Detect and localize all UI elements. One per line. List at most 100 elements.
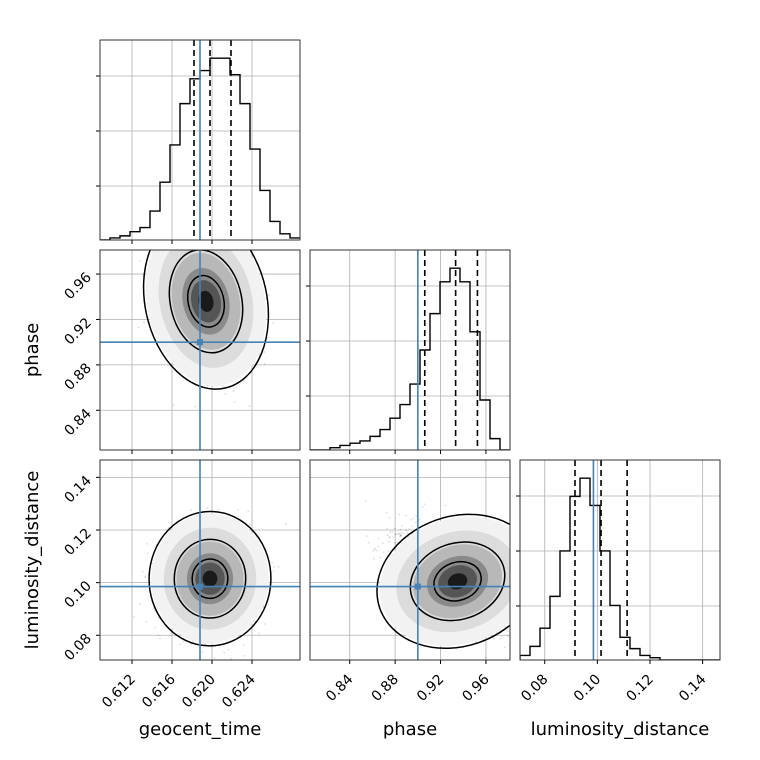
panel-geocent_time-geocent_time: [96, 39, 301, 244]
sample-point: [235, 386, 238, 389]
sample-point: [157, 634, 160, 637]
sample-point: [179, 643, 182, 646]
scatter-geocent_time-luminosity_distance: [100, 460, 300, 660]
sample-point: [179, 241, 181, 243]
sample-point: [167, 247, 169, 249]
sample-point: [179, 235, 181, 237]
sample-point: [141, 570, 144, 573]
sample-point: [144, 575, 147, 578]
sample-point: [223, 651, 226, 654]
sample-point: [233, 401, 236, 403]
sample-point: [373, 557, 375, 560]
sample-point: [243, 654, 246, 657]
sample-point: [184, 244, 186, 246]
sample-point: [146, 552, 149, 555]
sample-point: [163, 247, 165, 249]
sample-point: [203, 226, 205, 228]
sample-point: [510, 577, 512, 579]
contour: [148, 510, 272, 647]
sample-point: [205, 248, 207, 250]
sample-point: [227, 648, 230, 651]
sample-point: [400, 534, 403, 537]
sample-point: [200, 248, 202, 250]
panel-frame: [99, 39, 301, 241]
sample-point: [213, 656, 216, 659]
injection-marker: [197, 583, 203, 590]
sample-point: [190, 248, 192, 250]
sample-point: [183, 228, 185, 230]
contour: [142, 250, 270, 390]
sample-point: [209, 245, 211, 247]
sample-point: [517, 588, 519, 590]
panel-luminosity_distance-phase: 0.84 0.88 0.92 0.96: [309, 459, 524, 705]
sample-point: [240, 220, 242, 222]
panel-frame: [309, 249, 511, 451]
sample-point: [273, 565, 275, 568]
sample-point: [223, 244, 225, 246]
sample-point: [248, 405, 251, 408]
sample-point: [522, 612, 524, 614]
sample-point: [368, 541, 370, 544]
sample-point: [167, 247, 169, 249]
sample-point: [167, 244, 169, 246]
sample-point: [168, 526, 170, 529]
sample-point: [161, 230, 163, 232]
sample-point: [517, 620, 519, 622]
sample-point: [516, 621, 518, 623]
y-tick-label: 0.92: [61, 315, 94, 348]
sample-point: [263, 362, 266, 365]
sample-point: [177, 246, 179, 248]
sample-point: [216, 508, 219, 511]
sample-point: [285, 523, 287, 525]
sample-point: [192, 243, 194, 245]
sample-point: [511, 618, 513, 620]
sample-point: [154, 626, 157, 629]
sample-point: [405, 514, 407, 517]
sample-point: [198, 242, 200, 244]
sample-point: [138, 603, 141, 606]
sample-point: [263, 622, 266, 625]
sample-point: [142, 321, 145, 324]
sample-point: [217, 238, 219, 240]
contour: [173, 538, 247, 619]
sample-point: [381, 542, 384, 545]
sample-point: [173, 234, 175, 236]
x-tick-label: 0.620: [179, 672, 219, 712]
sample-point: [156, 243, 158, 245]
sample-point: [373, 548, 376, 551]
sample-point: [159, 243, 161, 245]
sample-point: [221, 246, 223, 248]
sample-point: [181, 248, 183, 250]
sample-point: [504, 626, 507, 628]
sample-point: [272, 570, 275, 572]
sample-point: [232, 390, 235, 393]
sample-point: [394, 533, 397, 535]
sample-point: [271, 561, 273, 564]
sample-point: [262, 606, 265, 608]
sample-point: [263, 351, 266, 353]
sample-point: [514, 578, 516, 580]
injection-marker: [197, 339, 203, 346]
sample-point: [120, 244, 122, 246]
sample-point: [191, 244, 193, 246]
sample-point: [180, 246, 182, 248]
sample-point: [197, 233, 199, 235]
sample-point: [203, 243, 205, 245]
sample-point: [181, 217, 183, 219]
sample-point: [172, 404, 175, 406]
sample-point: [210, 245, 212, 247]
sample-point: [167, 234, 169, 236]
sample-point: [218, 231, 220, 233]
sample-point: [183, 232, 185, 234]
sample-point: [206, 507, 208, 509]
sample-point: [139, 259, 142, 262]
sample-point: [137, 326, 140, 329]
sample-point: [153, 245, 155, 247]
sample-point: [174, 245, 176, 247]
sample-point: [268, 336, 270, 339]
sample-point: [514, 597, 516, 599]
sample-point: [197, 235, 199, 237]
y-tick-label: 0.12: [61, 526, 94, 559]
sample-point: [179, 246, 181, 248]
